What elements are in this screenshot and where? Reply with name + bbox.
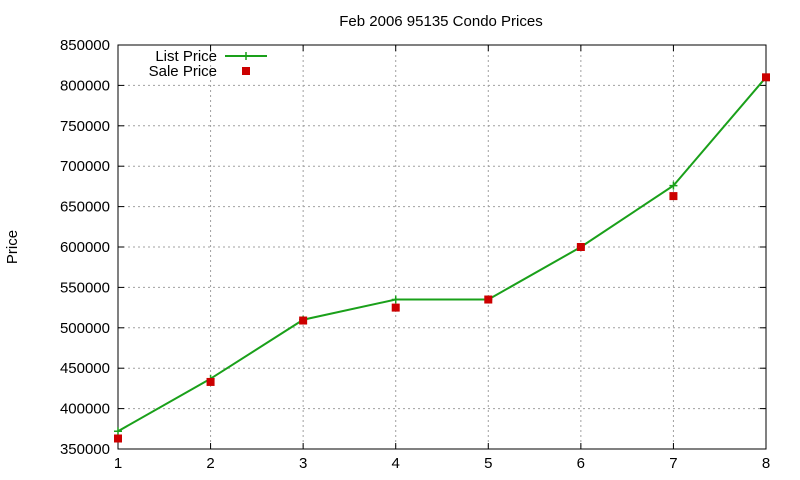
series-1 (114, 73, 770, 443)
legend-label: List Price (155, 48, 217, 65)
data-point-sale-price (391, 303, 400, 312)
x-tick-label: 6 (577, 455, 585, 472)
y-tick-label: 550000 (60, 279, 110, 296)
data-point-sale-price (299, 316, 308, 325)
data-point-sale-price (669, 192, 678, 201)
legend-swatch-marker (242, 67, 250, 75)
x-tick-label: 5 (484, 455, 492, 472)
data-point-list-price (114, 427, 122, 436)
legend-swatch-marker (242, 52, 250, 60)
y-tick-label: 350000 (60, 441, 110, 458)
y-tick-label: 800000 (60, 77, 110, 94)
x-tick-label: 2 (206, 455, 214, 472)
y-tick-label: 500000 (60, 320, 110, 337)
y-tick-label: 850000 (60, 37, 110, 54)
x-tick-label: 1 (114, 455, 122, 472)
x-tick-label: 3 (299, 455, 307, 472)
y-axis-label: Price (4, 230, 21, 264)
y-tick-label: 700000 (60, 158, 110, 175)
y-tick-label: 400000 (60, 401, 110, 418)
data-point-sale-price (114, 434, 122, 443)
data-point-list-price (391, 295, 400, 304)
plot-frame (117, 44, 767, 450)
series-line-list-price (117, 76, 767, 433)
chart-title: Feb 2006 95135 Condo Prices (339, 13, 542, 30)
data-point-sale-price (484, 295, 493, 304)
series-layer (114, 73, 770, 443)
data-point-sale-price (762, 73, 770, 82)
y-tick-label: 750000 (60, 118, 110, 135)
grid-lines (118, 45, 766, 449)
legend-label: Sale Price (149, 63, 217, 80)
data-point-sale-price (576, 243, 585, 251)
y-tick-label: 650000 (60, 199, 110, 216)
x-tick-label: 4 (392, 455, 400, 472)
x-tick-label: 7 (669, 455, 677, 472)
y-tick-label: 600000 (60, 239, 110, 256)
data-point-list-price (669, 181, 678, 190)
axes: 350000 400000 450000 500000 550000 600000 6500… (60, 37, 770, 472)
data-point-sale-price (206, 377, 215, 386)
y-tick-label: 450000 (60, 360, 110, 377)
x-tick-label: 8 (762, 455, 770, 472)
